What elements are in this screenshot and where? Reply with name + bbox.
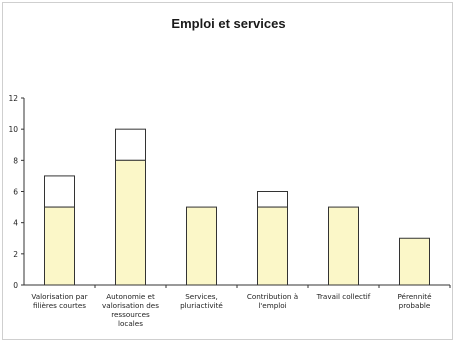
x-category-label: pluriactivité	[180, 301, 223, 310]
x-category-label: locales	[118, 319, 143, 328]
x-category-label: Services,	[185, 292, 218, 301]
chart-frame	[2, 2, 453, 340]
x-category-label: Contribution à	[247, 292, 298, 301]
x-category-label: Autonomie et	[106, 292, 155, 301]
y-tick-label: 0	[13, 281, 18, 290]
y-tick-label: 2	[13, 250, 18, 259]
bar-lower	[186, 206, 217, 286]
x-category-label: filières courtes	[33, 301, 86, 310]
x-category-label: Pérennité	[397, 292, 432, 301]
x-category-label: l'emploi	[258, 301, 286, 310]
y-tick-label: 8	[13, 156, 18, 165]
bar-upper	[44, 175, 75, 208]
bar-lower	[115, 159, 146, 286]
x-category-label: probable	[399, 301, 431, 310]
x-category-label: Travail collectif	[316, 292, 371, 301]
y-tick-label: 10	[8, 125, 18, 134]
x-category-label: valorisation des	[102, 301, 159, 310]
y-tick-label: 4	[13, 219, 18, 228]
bar-upper	[115, 128, 146, 161]
chart-title: Emploi et services	[171, 16, 286, 31]
x-category-label: Valorisation par	[31, 292, 87, 301]
y-tick-label: 12	[8, 94, 18, 103]
bar-lower	[44, 206, 75, 286]
bar-lower	[328, 206, 359, 286]
y-axis: 0 2 4 6 8 10 12	[8, 94, 25, 290]
y-tick-label: 6	[13, 188, 18, 197]
bars	[44, 128, 430, 286]
bar-lower	[399, 237, 430, 286]
bar-upper	[257, 191, 288, 208]
bar-lower	[257, 206, 288, 286]
x-category-label: ressources	[111, 310, 150, 319]
